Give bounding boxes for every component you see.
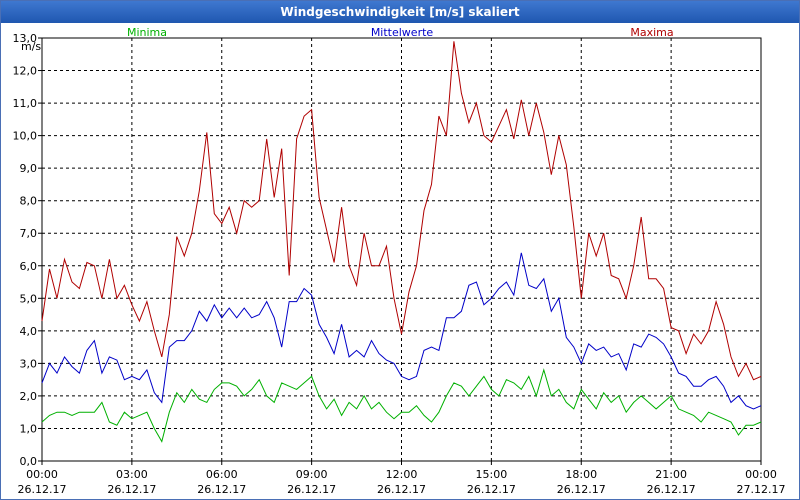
legend-minima: Minima [127,26,167,39]
x-tick-date: 26.12.17 [107,483,156,496]
y-tick-label: 4,0 [20,325,38,338]
y-axis-unit: m/s [21,40,41,53]
x-tick-time: 06:00 [206,468,238,481]
x-tick-date: 26.12.17 [467,483,516,496]
y-tick-label: 12,0 [13,65,38,78]
series-lines [41,41,762,443]
y-tick-label: 1,0 [20,422,38,435]
x-tick-date: 26.12.17 [647,483,696,496]
x-tick-date: 26.12.17 [557,483,606,496]
x-axis: 00:00 26.12.17 03:00 26.12.17 06:00 26.12.17 0… [18,461,786,496]
y-tick-label: 9,0 [20,162,38,175]
y-tick-label: 5,0 [20,292,38,305]
x-tick-date: 26.12.17 [18,483,67,496]
y-axis: m/s 0,0 1,0 2,0 3,0 4,0 5,0 6,0 7,0 8,0 9,0 10,0 11… [13,32,42,468]
x-tick-time: 00:00 [26,468,58,481]
y-tick-label: 8,0 [20,195,38,208]
series-line-minima [41,368,762,443]
legend: Minima Mittelwerte Maxima [127,26,674,39]
x-tick-time: 18:00 [565,468,597,481]
x-tick-time: 00:00 [745,468,777,481]
legend-mittelwerte: Mittelwerte [371,26,434,39]
y-tick-label: 3,0 [20,357,38,370]
y-tick-label: 2,0 [20,390,38,403]
y-tick-label: 11,0 [13,97,38,110]
x-tick-date: 27.12.17 [737,483,786,496]
y-tick-label: 13,0 [13,32,38,45]
x-tick-time: 03:00 [116,468,148,481]
series-line-maxima [41,41,762,381]
legend-maxima: Maxima [630,26,673,39]
x-tick-date: 26.12.17 [377,483,426,496]
y-tick-label: 0,0 [20,455,38,468]
y-tick-label: 6,0 [20,260,38,273]
x-tick-time: 12:00 [386,468,418,481]
y-tick-label: 7,0 [20,227,38,240]
grid-lines [42,38,761,461]
chart-plot: m/s 0,0 1,0 2,0 3,0 4,0 5,0 6,0 7,0 8,0 9,0 10,0 11… [13,26,786,496]
x-tick-time: 21:00 [655,468,687,481]
x-tick-time: 15:00 [476,468,508,481]
y-tick-label: 10,0 [13,130,38,143]
x-tick-date: 26.12.17 [287,483,336,496]
window-title: Windgeschwindigkeit [m/s] skaliert [1,1,799,23]
x-tick-time: 09:00 [296,468,328,481]
x-tick-date: 26.12.17 [197,483,246,496]
series-line-mittelwerte [41,252,762,410]
